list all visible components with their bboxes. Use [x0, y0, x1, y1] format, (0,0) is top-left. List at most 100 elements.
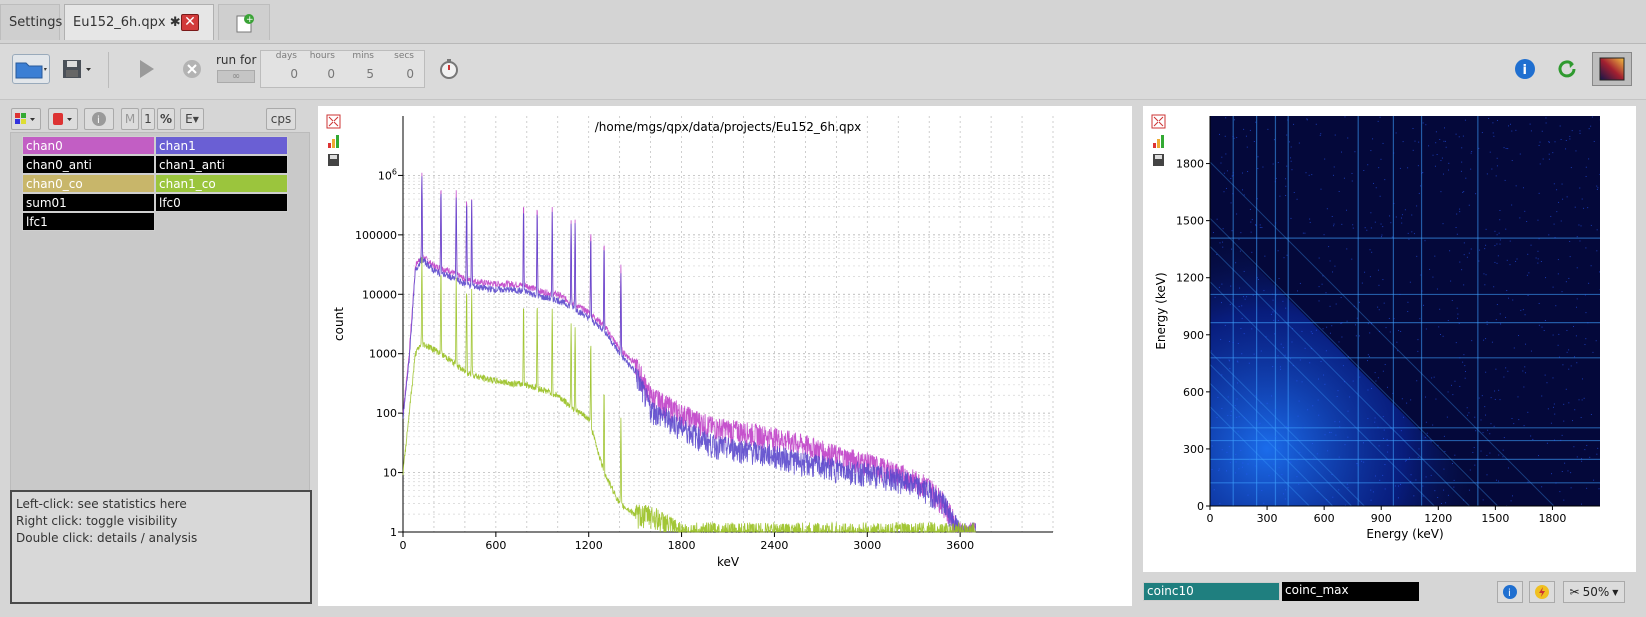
matrix-count: [1541, 486, 1543, 488]
energy-button[interactable]: E ▼: [180, 108, 204, 130]
matrix-count: [1356, 317, 1358, 319]
matrix-count: [1374, 475, 1376, 477]
matrix-count: [1398, 330, 1400, 332]
matrix-count: [1444, 140, 1446, 142]
open-button[interactable]: [12, 54, 50, 84]
hours-field[interactable]: 0: [327, 67, 335, 81]
colormap-button[interactable]: [1592, 52, 1632, 86]
details-button[interactable]: i: [84, 108, 114, 130]
fit-zoom-icon[interactable]: [326, 114, 341, 129]
coincidence-matrix-chart[interactable]: 0 300 600 900 1200 1500 1800 0 300 600 900 1200 1500…: [1143, 106, 1636, 572]
matrix-count: [1468, 412, 1470, 414]
color-button[interactable]: [11, 108, 41, 130]
matrix-count: [1491, 168, 1493, 170]
matrix-count: [1456, 307, 1458, 309]
zoom-select[interactable]: ✂ 50% ▼: [1563, 581, 1625, 603]
matrix-count: [1222, 246, 1224, 248]
spectrum-item-lfc1[interactable]: lfc1: [22, 212, 155, 231]
matrix-count: [1343, 381, 1345, 383]
matrix-count: [1302, 232, 1304, 234]
percent-button[interactable]: %: [157, 108, 175, 130]
spectrum-chart[interactable]: 0 600 1200 1800 2400 3000 3600 1 10 100 1000 10000 1…: [318, 106, 1132, 606]
save-plot-icon[interactable]: [328, 154, 339, 166]
delete-button[interactable]: [48, 108, 78, 130]
fit-zoom-icon[interactable]: [1151, 114, 1166, 129]
matrix-item-coinc10[interactable]: coinc10: [1143, 582, 1280, 601]
matrix-count: [1502, 456, 1504, 458]
matrix-count: [1218, 286, 1220, 288]
days-field[interactable]: 0: [290, 67, 298, 81]
matrix-count: [1236, 398, 1238, 400]
spectrum-item-chan0-co[interactable]: chan0_co: [22, 174, 155, 193]
matrix-count: [1504, 179, 1506, 181]
matrix-count: [1523, 386, 1525, 388]
spectrum-item-chan1[interactable]: chan1: [155, 136, 288, 155]
spectrum-item-sum01[interactable]: sum01: [22, 193, 155, 212]
spectrum-item-chan1-co[interactable]: chan1_co: [155, 174, 288, 193]
stop-button[interactable]: [180, 56, 204, 82]
matrix-count: [1284, 354, 1286, 356]
spectrum-item-chan1-anti[interactable]: chan1_anti: [155, 155, 288, 174]
infinite-run-button[interactable]: ∞: [217, 70, 255, 83]
save-plot-icon[interactable]: [1153, 154, 1164, 166]
timer-button[interactable]: [437, 56, 461, 82]
matrix-count: [1400, 483, 1402, 485]
matrix-count: [1412, 149, 1414, 151]
spectrum-item-chan0[interactable]: chan0: [22, 136, 155, 155]
matrix-count: [1576, 298, 1578, 300]
new-tab-button[interactable]: +: [218, 4, 270, 40]
matrix-count: [1382, 370, 1384, 372]
info-button[interactable]: i: [1514, 56, 1536, 82]
matrix-count: [1361, 460, 1363, 462]
matrix-count: [1219, 133, 1221, 135]
matrix-flip-button[interactable]: [1529, 581, 1555, 603]
bar-chart-icon[interactable]: [1153, 135, 1164, 148]
matrix-count: [1318, 286, 1320, 288]
matrix-count: [1588, 128, 1590, 130]
matrix-count: [1297, 471, 1299, 473]
matrix-count: [1555, 482, 1557, 484]
matrix-count: [1537, 219, 1539, 221]
matrix-count: [1387, 451, 1389, 453]
y-tick-label: 1000: [369, 348, 397, 361]
spectrum-item-lfc0[interactable]: lfc0: [155, 193, 288, 212]
refresh-button[interactable]: [1556, 56, 1578, 82]
matrix-count: [1237, 382, 1239, 384]
secs-field[interactable]: 0: [406, 67, 414, 81]
matrix-count: [1574, 409, 1576, 411]
matrix-count: [1224, 324, 1226, 326]
matrix-count: [1479, 249, 1481, 251]
matrix-count: [1489, 452, 1491, 454]
matrix-count: [1221, 449, 1223, 451]
play-button[interactable]: [134, 56, 158, 82]
matrix-item-coinc-max[interactable]: coinc_max: [1282, 582, 1419, 601]
matrix-count: [1338, 489, 1340, 491]
spectrum-item-chan0-anti[interactable]: chan0_anti: [22, 155, 155, 174]
matrix-count: [1234, 119, 1236, 121]
bar-chart-icon[interactable]: [328, 135, 339, 148]
matrix-count: [1459, 357, 1461, 359]
mins-field[interactable]: 5: [366, 67, 374, 81]
matrix-count: [1261, 490, 1263, 492]
tab-eu152[interactable]: Eu152_6h.qpx ✱ ✕: [64, 4, 214, 40]
matrix-count: [1227, 414, 1229, 416]
matrix-count: [1259, 226, 1261, 228]
one-button[interactable]: 1: [141, 108, 155, 130]
matrix-count: [1535, 257, 1537, 259]
close-tab-icon[interactable]: ✕: [181, 14, 199, 31]
matrix-count: [1256, 237, 1258, 239]
matrix-count: [1506, 259, 1508, 261]
matrix-count: [1377, 120, 1379, 122]
matrix-count: [1251, 328, 1253, 330]
matrix-count: [1416, 205, 1418, 207]
matrix-count: [1590, 125, 1592, 127]
matrix-info-button[interactable]: i: [1497, 581, 1523, 603]
save-button[interactable]: [60, 54, 94, 84]
matrix-count: [1271, 395, 1273, 397]
cps-button[interactable]: cps: [266, 108, 296, 130]
matrix-count: [1306, 118, 1308, 120]
matrix-count: [1282, 300, 1284, 302]
m-button[interactable]: M: [121, 108, 139, 130]
tab-settings[interactable]: Settings: [0, 4, 62, 40]
matrix-count: [1470, 168, 1472, 170]
